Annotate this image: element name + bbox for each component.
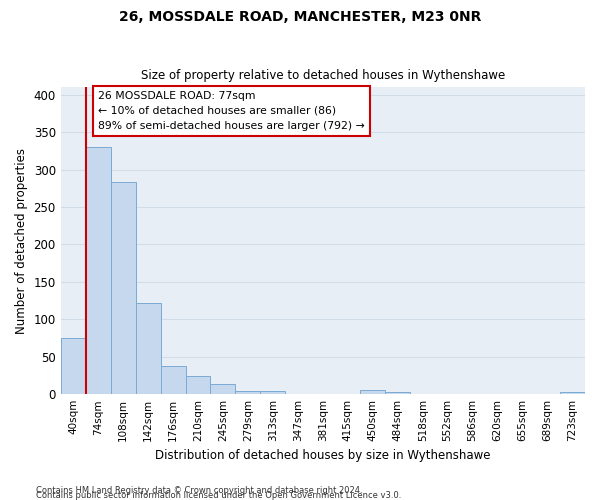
Bar <box>260 391 286 394</box>
Bar <box>61 338 86 394</box>
Title: Size of property relative to detached houses in Wythenshawe: Size of property relative to detached ho… <box>141 69 505 82</box>
X-axis label: Distribution of detached houses by size in Wythenshawe: Distribution of detached houses by size … <box>155 450 491 462</box>
Bar <box>211 384 235 394</box>
Bar <box>185 376 211 394</box>
Bar <box>86 147 110 394</box>
Text: 26 MOSSDALE ROAD: 77sqm
← 10% of detached houses are smaller (86)
89% of semi-de: 26 MOSSDALE ROAD: 77sqm ← 10% of detache… <box>98 91 365 130</box>
Bar <box>385 392 410 394</box>
Bar <box>235 391 260 394</box>
Text: 26, MOSSDALE ROAD, MANCHESTER, M23 0NR: 26, MOSSDALE ROAD, MANCHESTER, M23 0NR <box>119 10 481 24</box>
Text: Contains HM Land Registry data © Crown copyright and database right 2024.: Contains HM Land Registry data © Crown c… <box>36 486 362 495</box>
Y-axis label: Number of detached properties: Number of detached properties <box>15 148 28 334</box>
Bar <box>161 366 185 394</box>
Bar <box>560 392 585 394</box>
Bar <box>136 303 161 394</box>
Bar <box>110 182 136 394</box>
Text: Contains public sector information licensed under the Open Government Licence v3: Contains public sector information licen… <box>36 490 401 500</box>
Bar <box>360 390 385 394</box>
